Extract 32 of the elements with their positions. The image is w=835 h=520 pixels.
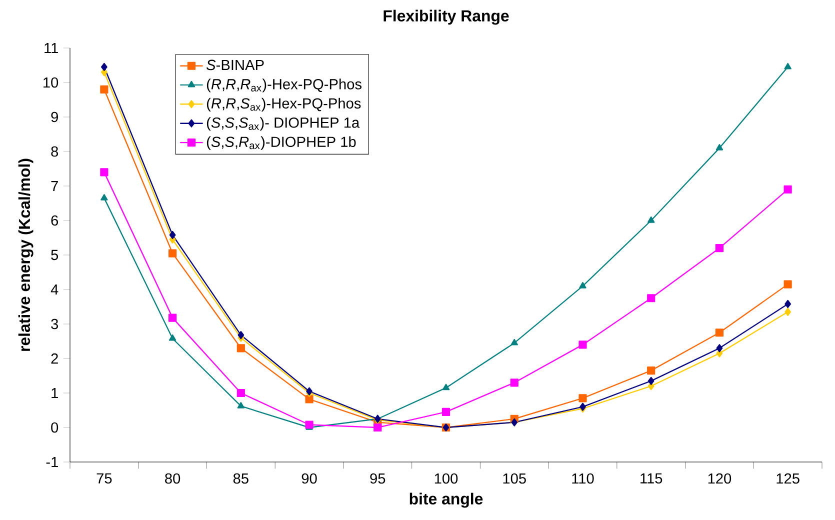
x-tick-label: 75 <box>96 473 112 484</box>
legend-label: S-BINAP <box>206 60 264 70</box>
x-tick-label: 105 <box>503 473 526 484</box>
x-tick-label: 100 <box>434 473 458 484</box>
legend-label: (R,R,S$_{ax}$)-Hex-PQ-Phos <box>206 98 361 112</box>
x-axis-title: bite angle <box>410 492 483 508</box>
x-tick-label: 120 <box>708 473 732 484</box>
y-tick-label: 6 <box>51 215 58 226</box>
x-tick-label: 90 <box>302 473 317 484</box>
y-tick-label: 4 <box>50 284 58 295</box>
legend-label: (S,S,R$_{ax}$)-DIOPHEP 1b <box>206 136 356 150</box>
x-tick-label: 125 <box>776 473 800 484</box>
legend-label: (R,R,R$_{ax}$)-Hex-PQ-Phos <box>206 78 362 92</box>
y-tick-label: 5 <box>51 250 58 260</box>
x-tick-label: 110 <box>572 473 594 484</box>
x-tick-label: 80 <box>165 473 180 484</box>
chart-title: Flexibility Range <box>384 10 509 25</box>
y-tick-label: 0 <box>51 422 58 433</box>
y-tick-label: 3 <box>51 318 58 330</box>
y-tick-label: 2 <box>51 353 58 364</box>
x-tick-label: 95 <box>370 473 386 484</box>
y-tick-label: 1 <box>52 388 58 398</box>
y-tick-label: 8 <box>51 146 58 157</box>
y-tick-label: 11 <box>44 42 58 54</box>
y-axis-title: relative energy (Kcal/mol) <box>18 158 34 351</box>
x-tick-label: 115 <box>640 473 662 484</box>
y-tick-label: 9 <box>51 112 58 122</box>
x-tick-label: 85 <box>233 473 248 484</box>
y-tick-label: 10 <box>44 77 58 88</box>
y-tick-label: -1 <box>46 456 58 468</box>
legend-label: (S,S,S$_{ax}$)- DIOPHEP 1a <box>206 117 360 131</box>
y-tick-label: 7 <box>51 180 58 192</box>
